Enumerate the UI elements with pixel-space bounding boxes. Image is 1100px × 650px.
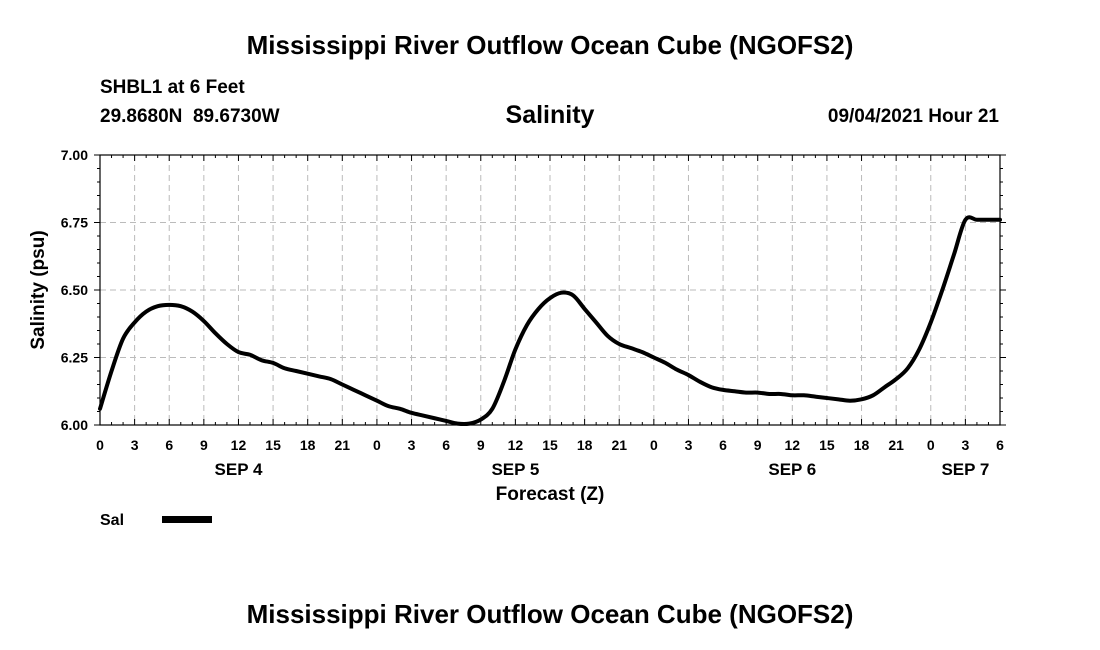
chart-title: Salinity	[505, 101, 595, 129]
x-axis-title: Forecast (Z)	[496, 484, 605, 505]
x-tick-label: 6	[719, 437, 727, 453]
coordinates-label: 29.8680N 89.6730W	[100, 106, 280, 127]
x-tick-label: 12	[785, 437, 801, 453]
x-tick-label: 3	[685, 437, 693, 453]
day-label: SEP 7	[941, 460, 989, 479]
x-tick-label: 3	[131, 437, 139, 453]
day-label: SEP 5	[491, 460, 539, 479]
x-tick-label: 0	[650, 437, 658, 453]
y-tick-label: 6.75	[61, 215, 88, 231]
page-title: Mississippi River Outflow Ocean Cube (NG…	[246, 30, 854, 60]
y-axis-title: Salinity (psu)	[28, 230, 49, 349]
x-tick-label: 6	[165, 437, 173, 453]
x-tick-label: 0	[96, 437, 104, 453]
day-labels: SEP 4 SEP 5 SEP 6 SEP 7	[215, 460, 990, 479]
axis-ticks	[94, 154, 1006, 426]
x-tick-label: 3	[408, 437, 416, 453]
x-tick-label: 6	[996, 437, 1004, 453]
x-tick-label: 21	[888, 437, 904, 453]
run-time-label: 09/04/2021 Hour 21	[827, 106, 999, 127]
x-tick-label: 21	[611, 437, 627, 453]
footer-title: Mississippi River Outflow Ocean Cube (NG…	[246, 599, 854, 629]
y-tick-label: 6.25	[61, 350, 88, 366]
x-tick-label: 15	[542, 437, 558, 453]
y-tick-label: 7.00	[61, 147, 88, 163]
y-tick-label: 6.50	[61, 282, 88, 298]
x-tick-label: 9	[754, 437, 762, 453]
x-tick-label: 9	[477, 437, 485, 453]
grid	[100, 155, 1000, 425]
day-label: SEP 6	[768, 460, 816, 479]
legend-swatch	[162, 516, 212, 523]
x-tick-label: 12	[508, 437, 524, 453]
x-tick-label: 15	[265, 437, 281, 453]
x-tick-label: 18	[300, 437, 316, 453]
day-label: SEP 4	[215, 460, 263, 479]
x-tick-label: 0	[927, 437, 935, 453]
y-axis-labels: 6.00 6.25 6.50 6.75 7.00	[61, 147, 88, 433]
station-label: SHBL1 at 6 Feet	[100, 77, 245, 98]
x-tick-label: 15	[819, 437, 835, 453]
y-tick-label: 6.00	[61, 417, 88, 433]
x-tick-label: 12	[231, 437, 247, 453]
x-tick-label: 18	[577, 437, 593, 453]
x-tick-label: 6	[442, 437, 450, 453]
x-axis-labels: 0 3 6 9 12 15 18 21 0 3 6 9 12 15 18 21 0 3 6 9 12 15 18 21 0 3 6	[96, 437, 1004, 453]
x-tick-label: 21	[335, 437, 351, 453]
series-line-sal	[98, 215, 1002, 427]
x-tick-label: 3	[961, 437, 969, 453]
legend-label: Sal	[100, 512, 124, 529]
x-tick-label: 18	[854, 437, 870, 453]
x-tick-label: 0	[373, 437, 381, 453]
x-tick-label: 9	[200, 437, 208, 453]
